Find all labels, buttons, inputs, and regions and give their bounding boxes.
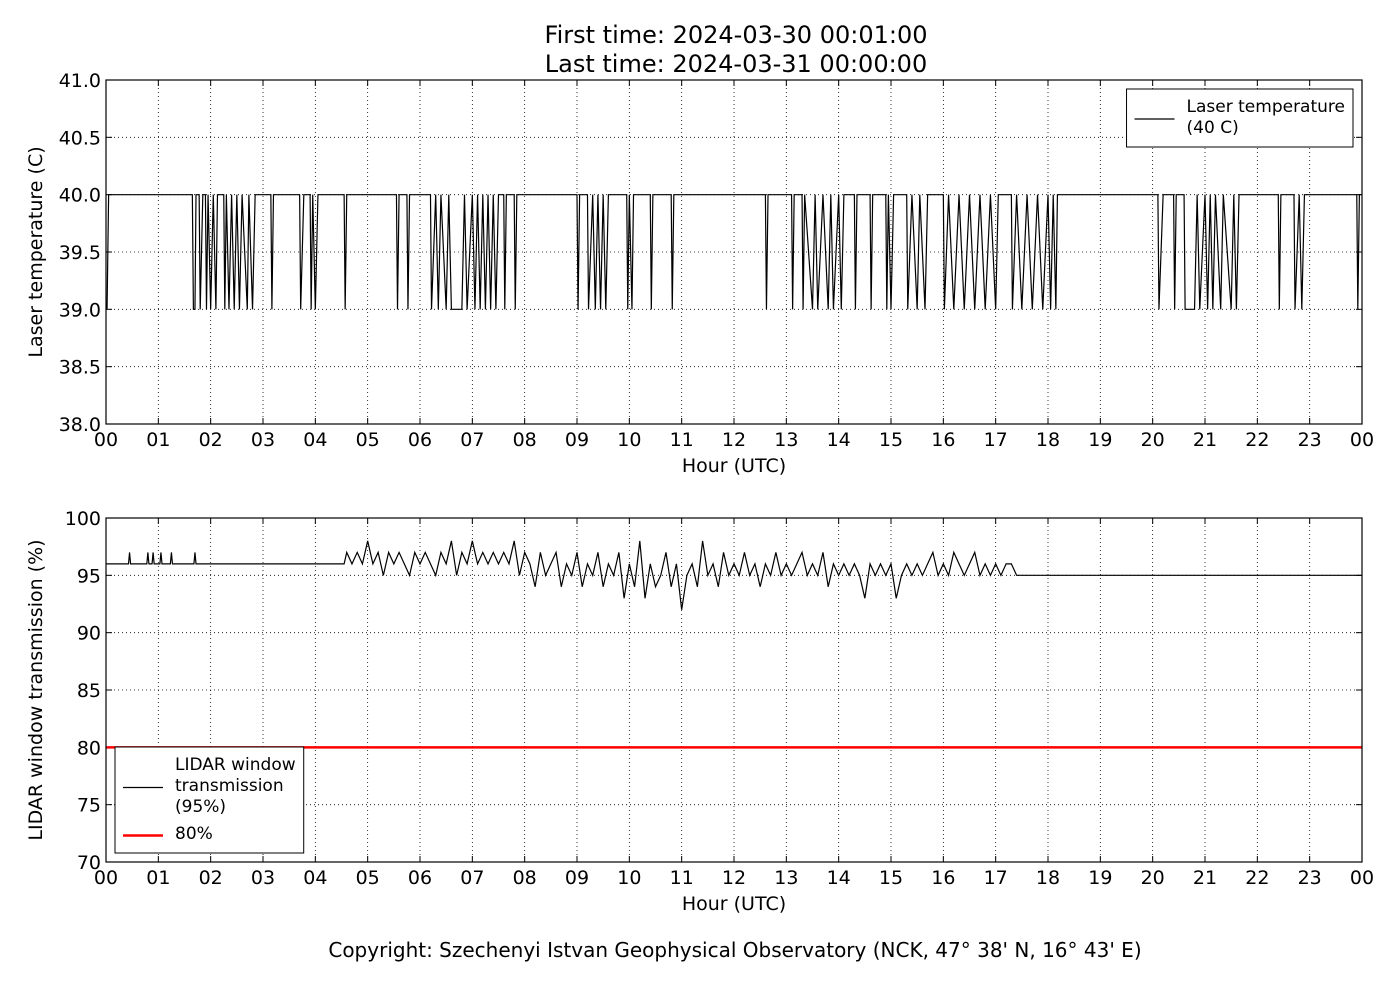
x-tick-label: 14 <box>827 429 851 451</box>
y-tick-label: 39.0 <box>59 299 101 321</box>
footer: Copyright: Szechenyi Istvan Geophysical … <box>328 938 1141 962</box>
x-tick-label: 18 <box>1036 429 1060 451</box>
x-tick-label: 01 <box>146 867 170 889</box>
x-tick-label: 22 <box>1245 867 1269 889</box>
x-tick-label: 00 <box>94 429 118 451</box>
plot-frame <box>105 79 1363 425</box>
y-tick-label: 90 <box>77 623 101 645</box>
subtitle: Last time: 2024-03-31 00:00:00 <box>545 50 927 78</box>
x-tick-label: 09 <box>565 429 589 451</box>
x-tick-label: 08 <box>513 867 537 889</box>
x-tick-label: 06 <box>408 867 432 889</box>
x-tick-label: 07 <box>460 429 484 451</box>
x-tick-label: 00 <box>94 867 118 889</box>
x-tick-label: 16 <box>931 429 955 451</box>
x-tick-label: 20 <box>1141 429 1165 451</box>
x-tick-label: 05 <box>356 429 380 451</box>
x-tick-label: 19 <box>1088 867 1112 889</box>
x-axis-label: Hour (UTC) <box>682 455 786 477</box>
x-tick-label: 12 <box>722 429 746 451</box>
title: First time: 2024-03-30 00:01:00 <box>545 21 928 49</box>
y-tick-label: 70 <box>77 852 101 874</box>
legend-label: 80% <box>175 824 213 844</box>
x-tick-label: 00 <box>1350 429 1374 451</box>
y-tick-label: 40.0 <box>59 185 101 207</box>
y-tick-label: 38.0 <box>59 414 101 436</box>
series-line <box>106 194 1362 310</box>
y-tick-label: 41.0 <box>59 70 101 92</box>
legend-label: LIDAR window transmission (95%) <box>175 755 296 817</box>
x-tick-label: 23 <box>1298 867 1322 889</box>
x-tick-label: 02 <box>199 867 223 889</box>
x-tick-label: 16 <box>931 867 955 889</box>
x-tick-label: 03 <box>251 867 275 889</box>
y-axis-label: LIDAR window transmission (%) <box>25 539 47 840</box>
legend-frame <box>1126 88 1354 148</box>
x-tick-label: 21 <box>1193 867 1217 889</box>
x-tick-label: 23 <box>1298 429 1322 451</box>
y-tick-label: 38.5 <box>59 357 101 379</box>
x-axis-label: Hour (UTC) <box>682 893 786 915</box>
x-tick-label: 05 <box>356 867 380 889</box>
legend: LIDAR window transmission (95%) 80% <box>114 746 305 854</box>
y-tick-label: 100 <box>65 508 101 530</box>
x-tick-label: 22 <box>1245 429 1269 451</box>
y-tick-label: 85 <box>77 680 101 702</box>
x-tick-label: 04 <box>303 429 327 451</box>
x-tick-label: 21 <box>1193 429 1217 451</box>
x-tick-label: 14 <box>827 867 851 889</box>
x-tick-label: 10 <box>617 867 641 889</box>
y-tick-label: 40.5 <box>59 127 101 149</box>
x-tick-label: 15 <box>879 867 903 889</box>
y-tick-label: 95 <box>77 565 101 587</box>
legend-label: Laser temperature (40 C) <box>1187 97 1345 138</box>
x-tick-label: 09 <box>565 867 589 889</box>
x-tick-label: 08 <box>513 429 537 451</box>
x-tick-label: 19 <box>1088 429 1112 451</box>
x-tick-label: 00 <box>1350 867 1374 889</box>
x-tick-label: 04 <box>303 867 327 889</box>
x-tick-label: 03 <box>251 429 275 451</box>
x-tick-label: 10 <box>617 429 641 451</box>
series-line <box>106 540 1362 610</box>
x-tick-label: 18 <box>1036 867 1060 889</box>
x-tick-label: 15 <box>879 429 903 451</box>
y-tick-label: 75 <box>77 795 101 817</box>
x-tick-label: 13 <box>774 429 798 451</box>
plot-frame <box>105 517 1363 863</box>
x-tick-label: 11 <box>670 429 694 451</box>
x-tick-label: 02 <box>199 429 223 451</box>
legend: Laser temperature (40 C) <box>1126 88 1354 148</box>
x-tick-label: 20 <box>1141 867 1165 889</box>
x-tick-label: 17 <box>984 867 1008 889</box>
y-tick-label: 80 <box>77 737 101 759</box>
y-axis-label: Laser temperature (C) <box>25 146 47 357</box>
x-tick-label: 07 <box>460 867 484 889</box>
x-tick-label: 17 <box>984 429 1008 451</box>
x-tick-label: 12 <box>722 867 746 889</box>
x-tick-label: 11 <box>670 867 694 889</box>
y-tick-label: 39.5 <box>59 242 101 264</box>
x-tick-label: 01 <box>146 429 170 451</box>
x-tick-label: 06 <box>408 429 432 451</box>
x-tick-label: 13 <box>774 867 798 889</box>
